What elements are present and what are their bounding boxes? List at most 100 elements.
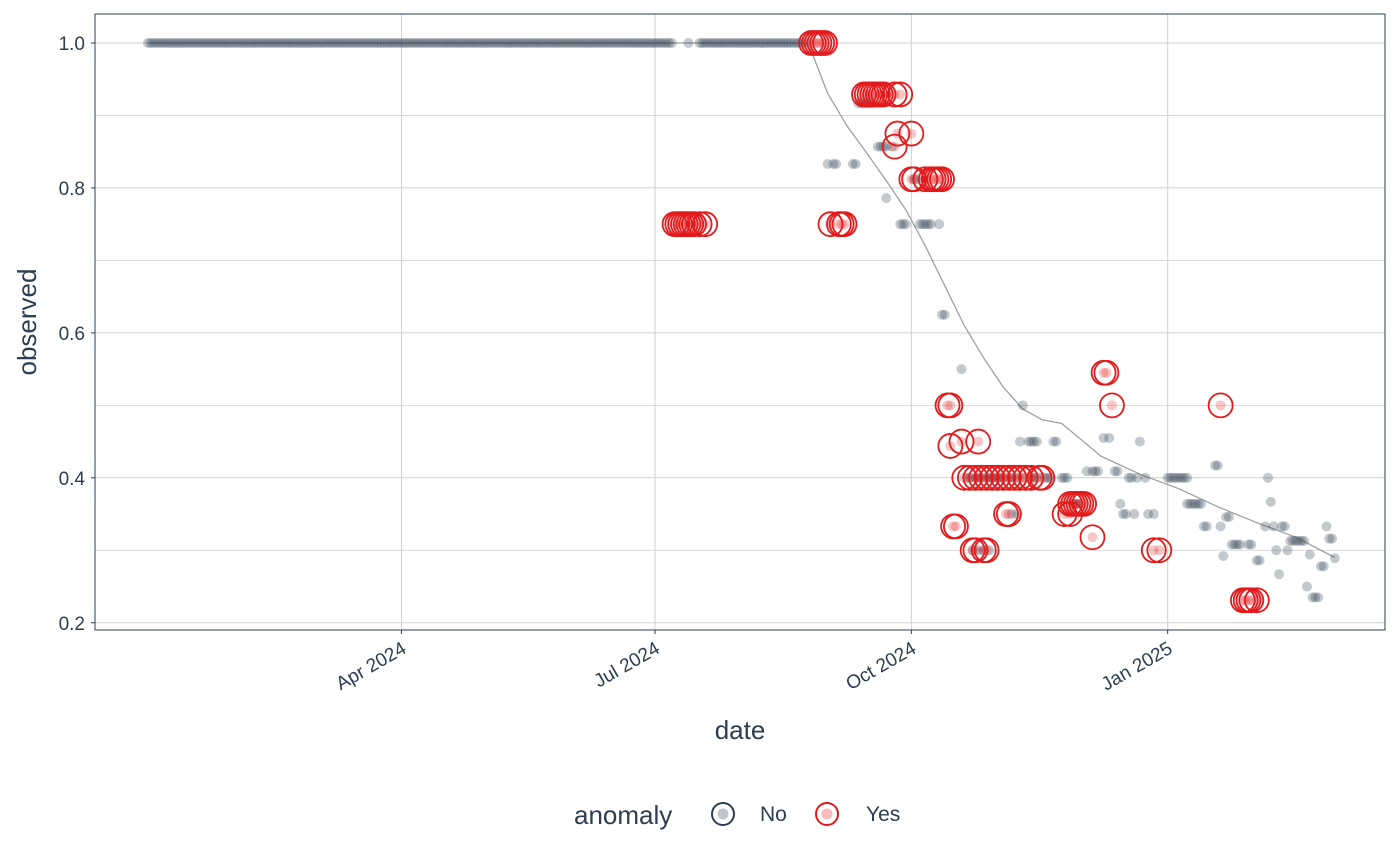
data-point-normal [413, 37, 424, 48]
data-point-normal [441, 37, 452, 48]
data-point-anomaly [948, 428, 975, 455]
anomaly-fill [942, 400, 953, 411]
anomaly-ring [812, 30, 838, 56]
data-point-anomaly [1071, 491, 1097, 517]
data-point-normal [318, 37, 329, 48]
y-tick-label: 0.6 [59, 324, 85, 345]
anomaly-fill [892, 128, 903, 139]
anomaly-fill [889, 89, 900, 100]
data-point-normal [285, 37, 296, 48]
data-point-normal [939, 309, 950, 320]
data-point-normal [488, 37, 499, 48]
data-point-anomaly [692, 211, 719, 238]
data-point-normal [1254, 555, 1265, 566]
data-point-normal [193, 37, 204, 48]
data-point-normal [741, 37, 752, 48]
anomaly-fill [948, 521, 959, 532]
anomaly-ring [912, 166, 939, 193]
data-point-normal [312, 37, 323, 48]
data-point-normal [201, 37, 212, 48]
data-point-normal [647, 37, 658, 48]
anomaly-fill [906, 128, 917, 139]
data-point-normal [702, 37, 713, 48]
anomaly-fill [945, 400, 956, 411]
data-point-normal [259, 37, 270, 48]
data-point-normal [418, 37, 429, 48]
data-point-normal [761, 37, 772, 48]
data-point-normal [661, 37, 672, 48]
anomaly-ring [1071, 491, 1097, 517]
data-point-normal [1315, 561, 1326, 572]
data-point-normal [415, 37, 426, 48]
anomaly-fill [1154, 545, 1165, 556]
data-point-normal [1212, 460, 1223, 471]
y-tick-label: 0.4 [59, 469, 86, 490]
data-point-normal [733, 37, 744, 48]
data-point-normal [1293, 535, 1304, 546]
anomaly-ring [1093, 359, 1120, 386]
data-point-normal [1274, 569, 1285, 580]
anomaly-fill [694, 219, 705, 230]
data-point-normal [533, 37, 544, 48]
data-point-normal [1098, 432, 1109, 443]
data-point-normal [435, 37, 446, 48]
data-point-anomaly [686, 211, 713, 238]
data-point-normal [360, 37, 371, 48]
data-point-normal [831, 159, 842, 170]
anomaly-ring [1001, 464, 1028, 491]
anomaly-ring [1079, 524, 1106, 551]
data-point-normal [510, 37, 521, 48]
anomaly-ring [968, 464, 994, 491]
data-point-normal [608, 37, 619, 48]
anomaly-ring [1238, 587, 1265, 614]
data-point-normal [337, 37, 348, 48]
anomaly-fill [1098, 367, 1109, 378]
data-point-normal [569, 37, 580, 48]
data-point-normal [1104, 432, 1115, 443]
trend-line [147, 42, 1336, 559]
data-point-normal [563, 37, 574, 48]
anomaly-ring [937, 392, 964, 419]
legend-key-yes-fill [821, 808, 833, 820]
data-point-normal [332, 37, 343, 48]
data-point-normal [644, 37, 655, 48]
anomaly-fill [1101, 367, 1112, 378]
data-point-normal [780, 37, 791, 48]
data-point-normal [257, 37, 268, 48]
data-point-normal [254, 37, 265, 48]
anomaly-ring [984, 464, 1011, 491]
data-point-anomaly [887, 81, 914, 108]
data-point-normal [145, 37, 156, 48]
data-point-normal [1226, 539, 1237, 550]
data-point-normal [204, 37, 215, 48]
data-point-normal [583, 37, 594, 48]
data-point-normal [1134, 436, 1145, 447]
data-point-normal [549, 37, 560, 48]
data-point-normal [767, 37, 778, 48]
trend-layer [147, 42, 1336, 559]
legend-label-yes: Yes [866, 803, 900, 826]
anomaly-fill [1076, 498, 1087, 509]
data-point-normal [716, 37, 727, 48]
data-point-normal [697, 37, 708, 48]
data-point-normal [747, 37, 758, 48]
data-point-normal [179, 37, 190, 48]
anomaly-ring [817, 211, 844, 238]
data-point-normal [452, 37, 463, 48]
data-point-normal [393, 37, 404, 48]
data-point-anomaly [973, 537, 1000, 564]
data-point-anomaly [995, 501, 1022, 527]
data-point-normal [650, 37, 661, 48]
data-point-normal [229, 37, 240, 48]
x-tick-label: Apr 2024 [333, 638, 411, 695]
legend-item-yes: Yes [815, 802, 900, 826]
data-point-normal [1048, 436, 1059, 447]
data-point-normal [917, 219, 928, 230]
data-point-normal [237, 37, 248, 48]
data-point-normal [725, 37, 736, 48]
anomaly-fill [1034, 472, 1045, 483]
data-point-normal [1087, 466, 1098, 477]
data-point-normal [493, 37, 504, 48]
data-point-normal [572, 37, 583, 48]
data-point-normal [427, 37, 438, 48]
